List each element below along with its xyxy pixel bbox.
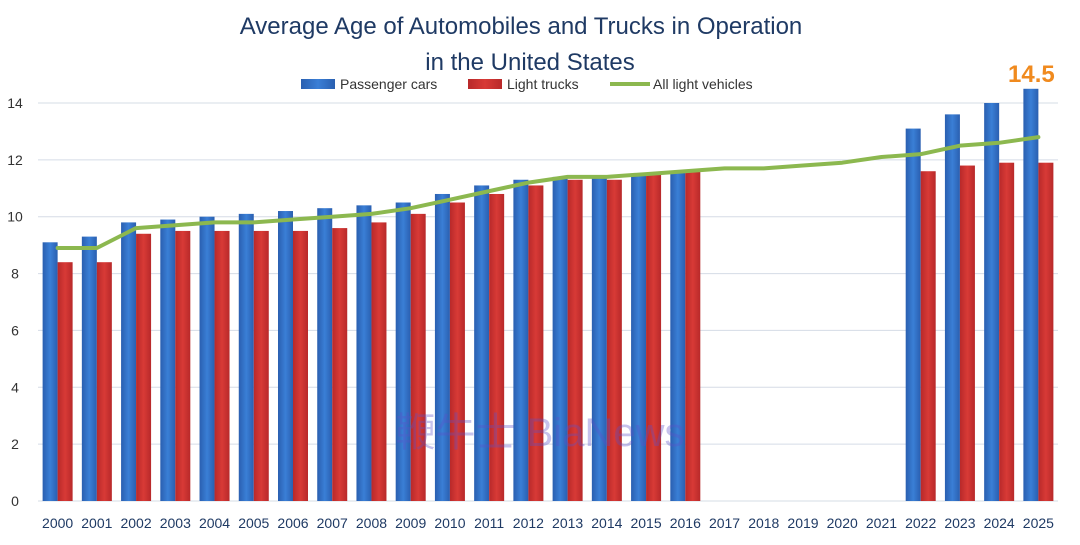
bar-passenger-cars	[905, 128, 921, 502]
x-tick-label: 2019	[787, 515, 818, 531]
x-tick-label: 2020	[827, 515, 858, 531]
x-tick-label: 2022	[905, 515, 936, 531]
bar-light-trucks	[136, 233, 152, 501]
chart-title-line1: Average Age of Automobiles and Trucks in…	[240, 13, 803, 40]
x-tick-label: 2018	[748, 515, 779, 531]
bar-passenger-cars	[395, 202, 411, 501]
bar-passenger-cars	[160, 219, 176, 502]
bar-light-trucks	[332, 228, 348, 502]
bars-layer	[42, 88, 1054, 502]
bar-passenger-cars	[591, 176, 607, 501]
bar-passenger-cars	[513, 179, 529, 501]
x-tick-label: 2014	[591, 515, 622, 531]
y-tick-label: 2	[11, 436, 19, 452]
line-all-light-vehicles	[55, 135, 1041, 250]
bar-light-trucks	[410, 213, 426, 501]
bar-passenger-cars	[552, 176, 568, 501]
bar-passenger-cars	[42, 242, 58, 502]
x-tick-label: 2017	[709, 515, 740, 531]
bar-passenger-cars	[317, 208, 333, 501]
annotation-label: 14.5	[1008, 61, 1055, 88]
bar-light-trucks	[96, 262, 112, 501]
x-tick-label: 2024	[984, 515, 1015, 531]
axis-layer: 0 2 4 6 8 10 12 14 2000 2001 2002 2003 2004 2005 2006 2…	[7, 95, 1054, 531]
bar-light-trucks	[685, 171, 701, 501]
legend: Passenger cars Light trucks All light vehi…	[301, 76, 753, 92]
x-tick-label: 2016	[670, 515, 701, 531]
bar-light-trucks	[253, 230, 269, 501]
legend-swatch	[301, 79, 335, 89]
y-tick-label: 0	[11, 493, 19, 509]
bar-light-trucks	[959, 165, 975, 502]
x-tick-label: 2000	[42, 515, 73, 531]
y-tick-label: 10	[7, 209, 23, 225]
bar-light-trucks	[528, 185, 544, 501]
x-tick-label: 2025	[1023, 515, 1054, 531]
x-tick-label: 2010	[434, 515, 465, 531]
bar-light-trucks	[646, 174, 662, 502]
bar-light-trucks	[920, 171, 936, 501]
chart-title-line2: in the United States	[425, 49, 634, 76]
bar-passenger-cars	[474, 185, 490, 501]
bar-light-trucks	[175, 230, 191, 501]
bar-light-trucks	[214, 230, 230, 501]
x-tick-label: 2013	[552, 515, 583, 531]
y-tick-label: 12	[7, 152, 23, 168]
bar-light-trucks	[606, 179, 622, 501]
bar-light-trucks	[999, 162, 1015, 501]
bar-passenger-cars	[81, 236, 97, 501]
bar-passenger-cars	[199, 216, 215, 501]
x-tick-label: 2004	[199, 515, 230, 531]
x-tick-label: 2002	[120, 515, 151, 531]
bar-light-trucks	[1038, 162, 1054, 501]
bar-light-trucks	[57, 262, 73, 501]
bar-light-trucks	[449, 202, 465, 501]
x-tick-label: 2007	[317, 515, 348, 531]
x-tick-label: 2006	[277, 515, 308, 531]
bar-passenger-cars	[631, 174, 647, 502]
x-tick-label: 2005	[238, 515, 269, 531]
x-tick-label: 2008	[356, 515, 387, 531]
bar-passenger-cars	[356, 205, 372, 502]
x-tick-label: 2003	[160, 515, 191, 531]
bar-passenger-cars	[434, 193, 450, 501]
y-tick-label: 14	[7, 95, 23, 111]
legend-label: Light trucks	[507, 76, 579, 92]
x-tick-label: 2015	[630, 515, 661, 531]
bar-light-trucks	[371, 222, 387, 501]
line-layer	[55, 135, 1041, 250]
bar-passenger-cars	[670, 171, 686, 501]
bar-passenger-cars	[278, 211, 293, 501]
bar-light-trucks	[293, 230, 308, 501]
y-tick-label: 8	[11, 266, 19, 282]
x-tick-label: 2012	[513, 515, 544, 531]
y-tick-label: 6	[11, 322, 19, 338]
legend-label: Passenger cars	[340, 76, 437, 92]
x-tick-label: 2009	[395, 515, 426, 531]
y-tick-label: 4	[11, 379, 19, 395]
watermark-text: 鞭牛士 BiaNews	[396, 411, 685, 455]
legend-label: All light vehicles	[653, 76, 753, 92]
x-tick-label: 2021	[866, 515, 897, 531]
bar-passenger-cars	[1023, 88, 1039, 502]
x-tick-label: 2011	[474, 515, 504, 531]
legend-swatch	[468, 79, 502, 89]
x-tick-label: 2023	[944, 515, 975, 531]
bar-passenger-cars	[984, 103, 1000, 501]
bar-passenger-cars	[238, 213, 254, 501]
bar-light-trucks	[567, 179, 583, 501]
bar-passenger-cars	[944, 114, 960, 501]
bar-passenger-cars	[121, 222, 137, 501]
bar-light-trucks	[489, 193, 505, 501]
x-tick-label: 2001	[81, 515, 112, 531]
